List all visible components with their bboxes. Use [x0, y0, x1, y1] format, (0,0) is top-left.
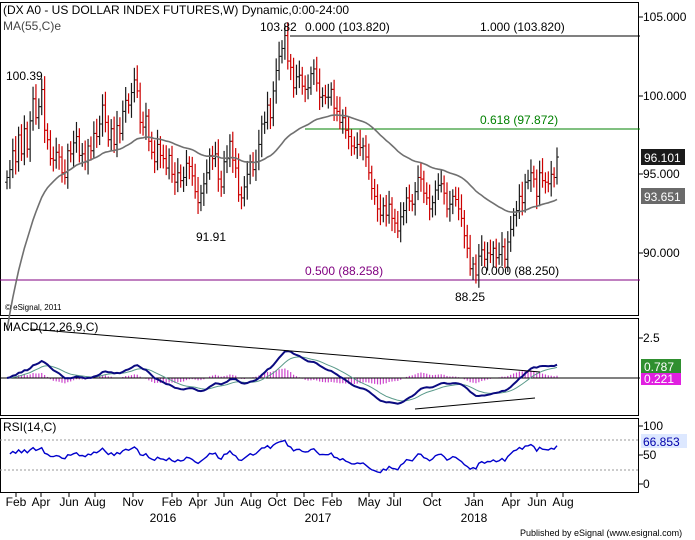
x-month-label: Apr [502, 495, 521, 509]
x-year-label: 2017 [305, 511, 332, 525]
x-month-label: Apr [189, 495, 208, 509]
x-month-label: Dec [293, 495, 314, 509]
x-year-label: 2018 [461, 511, 488, 525]
annotation-fib-0-high: 0.000 (103.820) [305, 20, 390, 34]
rsi-panel [0, 418, 639, 493]
rsi-badge-label: 66.853 [643, 435, 680, 449]
x-month-label: Jun [214, 495, 233, 509]
annotation-fib-0500: 0.500 (88.258) [305, 264, 383, 278]
x-month-label: Feb [322, 495, 343, 509]
x-month-label: Oct [423, 495, 442, 509]
copyright-label: © eSignal, 2011 [5, 303, 62, 312]
x-month-label: Aug [84, 495, 105, 509]
macd-signal-line [6, 356, 558, 402]
price-tick-label: 105.000 [643, 10, 687, 24]
price-axis: 105.000 100.000 95.000 90.000 [638, 10, 687, 260]
macd-signal-badge-label: 0.221 [644, 372, 674, 386]
x-month-label: Feb [162, 495, 183, 509]
annotation-fib-1000: 1.000 (103.820) [480, 20, 565, 34]
chart-title: (DX A0 - US DOLLAR INDEX FUTURES,W) Dyna… [3, 3, 349, 17]
price-badge-last-label: 96.101 [644, 151, 681, 165]
x-month-label: Jun [527, 495, 546, 509]
annotation-high-2017: 103.82 [260, 20, 297, 34]
annotation-low-2018: 88.25 [455, 290, 485, 304]
annotation-low-2016: 91.91 [196, 230, 226, 244]
publisher-credit: Published by eSignal (www.esignal.com) [520, 528, 682, 538]
annotation-high-2015: 100.39 [6, 69, 43, 83]
price-tick-label: 100.000 [643, 89, 687, 103]
macd-badge [641, 359, 681, 373]
macd-badge-label: 0.787 [644, 360, 674, 374]
macd-legend: MACD(12,26,9,C) [3, 320, 98, 334]
x-month-label: Oct [268, 495, 287, 509]
price-bars [5, 22, 559, 288]
macd-signal-badge [641, 373, 681, 385]
macd-tick-label: 2.5 [643, 331, 660, 345]
price-tick-label: 90.000 [643, 246, 680, 260]
price-badge-ma [641, 188, 685, 204]
macd-trendline-upper [29, 328, 541, 373]
rsi-line [9, 439, 558, 474]
ma-legend: MA(55,C)e [3, 19, 61, 33]
macd-line [6, 350, 558, 405]
price-badge-last [641, 149, 685, 165]
x-month-label: May [358, 495, 381, 509]
rsi-tick-label: 50 [643, 448, 657, 462]
x-month-label: Jan [464, 495, 483, 509]
price-panel [0, 2, 639, 316]
x-month-label: Aug [240, 495, 261, 509]
x-month-label: Jul [386, 495, 401, 509]
rsi-legend: RSI(14,C) [3, 420, 56, 434]
rsi-tick-label: 100 [643, 419, 663, 433]
rsi-badge [641, 434, 687, 448]
price-tick-label: 95.000 [643, 167, 680, 181]
rsi-tick-label: 0 [643, 477, 650, 491]
time-axis: Feb Apr Jun Aug Nov Feb Apr Jun Aug Oct Dec Feb May J… [6, 493, 574, 525]
x-month-label: Aug [552, 495, 573, 509]
x-month-label: Apr [32, 495, 51, 509]
annotation-fib-0618: 0.618 (97.872) [480, 113, 558, 127]
price-bar [555, 147, 559, 185]
x-month-label: Feb [6, 495, 27, 509]
macd-trendline-lower [414, 397, 536, 410]
price-badge-ma-label: 93.651 [644, 190, 681, 204]
annotation-fib-0-low: 0.000 (88.250) [481, 264, 559, 278]
x-month-label: Jun [59, 495, 78, 509]
x-month-label: Nov [122, 495, 143, 509]
ma-55-line [6, 114, 558, 330]
x-year-label: 2016 [150, 511, 177, 525]
